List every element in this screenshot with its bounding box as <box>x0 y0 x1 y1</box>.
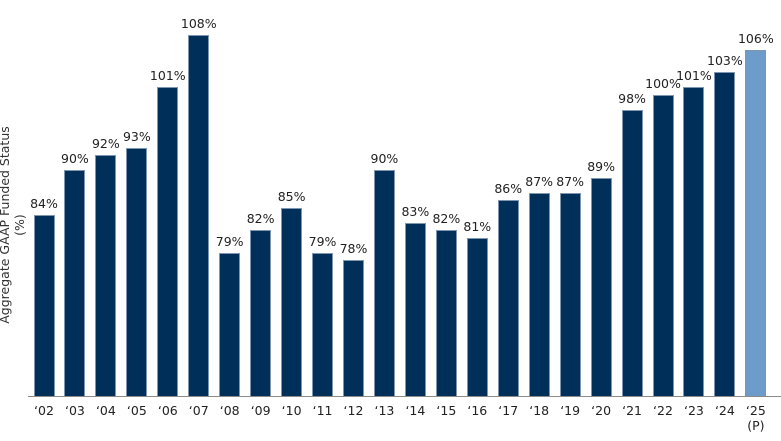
x-tick-label: ‘08 <box>219 403 240 418</box>
data-label: 81% <box>463 218 492 234</box>
y-axis-label: Aggregate GAAP Funded Status (%) <box>0 126 27 324</box>
bar <box>126 147 148 396</box>
data-label: 90% <box>61 151 89 167</box>
bar <box>745 49 767 396</box>
x-tick-label: ‘22 <box>653 403 673 418</box>
data-label: 85% <box>277 188 306 204</box>
data-label: 103% <box>707 53 743 69</box>
bar <box>621 109 643 396</box>
data-label: 79% <box>215 233 244 249</box>
data-label: 89% <box>587 158 615 174</box>
data-label: 79% <box>308 233 337 249</box>
x-tick-label: ‘09 <box>250 403 271 418</box>
x-tick-label: ‘19 <box>560 403 581 418</box>
bar <box>33 215 55 396</box>
bar <box>219 252 241 396</box>
bar <box>559 192 581 396</box>
x-tick-label: ‘15 <box>436 403 457 418</box>
bar <box>343 260 364 396</box>
bar <box>250 230 272 396</box>
x-tick-label: ‘13 <box>374 403 395 418</box>
x-tick-label: ‘16 <box>467 403 488 418</box>
x-tick-label: ‘14 <box>405 403 426 418</box>
x-tick-label: ‘06 <box>157 403 178 418</box>
data-label: 106% <box>737 30 774 46</box>
bar <box>652 94 674 396</box>
data-label: 98% <box>618 90 646 106</box>
data-label: 108% <box>180 15 217 31</box>
x-tick-label: ‘23 <box>683 403 704 418</box>
x-tick-label: ‘11 <box>312 403 333 418</box>
x-tick-label: ‘17 <box>498 403 519 418</box>
x-tick-label: ‘10 <box>281 403 302 418</box>
data-label: 93% <box>122 128 151 144</box>
bar <box>157 87 179 396</box>
x-tick-label: ‘04 <box>95 403 116 418</box>
data-label: 84% <box>30 196 58 212</box>
x-tick-label: ‘21 <box>622 403 642 418</box>
bar <box>466 237 488 396</box>
x-tick-label: ‘05 <box>126 403 147 418</box>
data-label: 100% <box>645 75 681 91</box>
x-tick-label: ‘02 <box>34 403 54 418</box>
bar <box>590 177 612 396</box>
bar <box>281 207 303 396</box>
x-tick-label: ‘24 <box>714 403 735 418</box>
x-tick-label: ‘03 <box>64 403 85 418</box>
bar <box>528 192 550 396</box>
data-label: 78% <box>339 241 368 257</box>
bar <box>683 87 705 396</box>
bar <box>64 170 86 396</box>
bar <box>435 230 457 396</box>
bar <box>373 170 395 396</box>
bar <box>404 222 426 396</box>
bar <box>188 34 210 396</box>
data-label: 92% <box>91 136 120 152</box>
x-tick-label: ‘07 <box>188 403 209 418</box>
x-tick-label: ‘25 (P) <box>745 403 766 433</box>
bar <box>714 72 736 396</box>
x-axis-line <box>28 396 781 397</box>
data-label: 101% <box>149 68 186 84</box>
x-tick-label: ‘20 <box>591 403 612 418</box>
data-label: 87% <box>556 173 585 189</box>
data-label: 90% <box>370 151 399 167</box>
data-label: 101% <box>676 68 712 84</box>
data-label: 82% <box>432 211 461 227</box>
bar <box>312 252 334 396</box>
data-label: 87% <box>525 173 554 189</box>
data-label: 86% <box>494 181 523 197</box>
data-label: 83% <box>401 203 430 219</box>
x-tick-label: ‘18 <box>529 403 550 418</box>
bar <box>497 200 519 396</box>
bar <box>95 155 117 396</box>
data-label: 82% <box>246 211 275 227</box>
x-tick-label: ‘12 <box>343 403 364 418</box>
